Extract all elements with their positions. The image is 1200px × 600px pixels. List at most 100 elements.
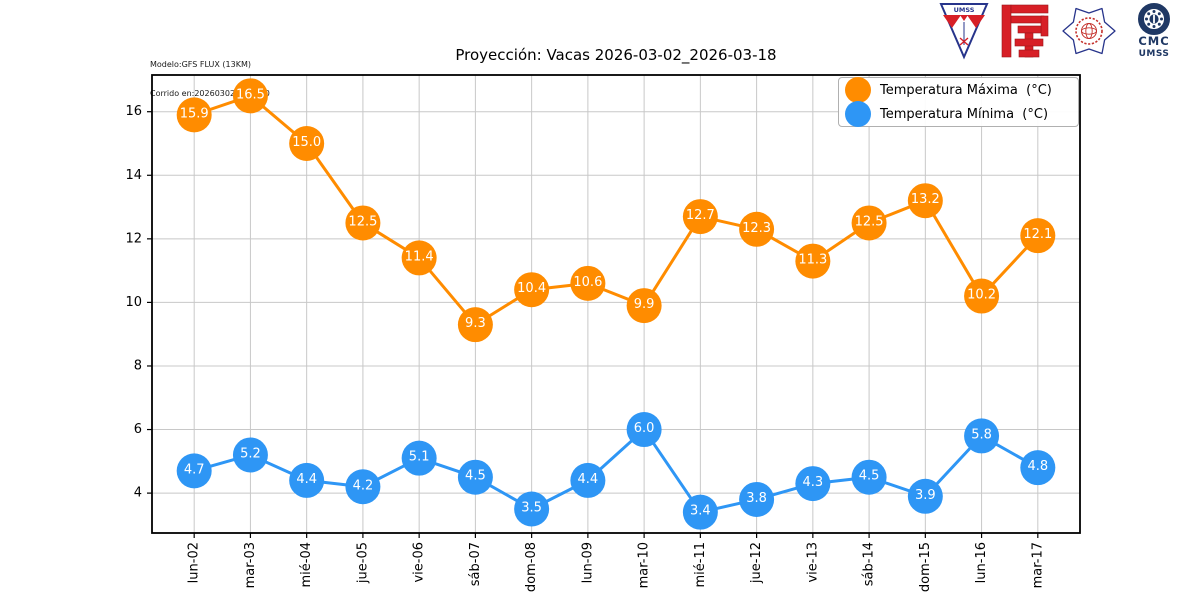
data-point-marker: [1020, 218, 1056, 254]
data-point-marker: [851, 205, 887, 241]
chart-title: Proyección: Vacas 2026-03-02_2026-03-18: [455, 46, 777, 64]
y-tick-label: 10: [125, 295, 142, 310]
data-point-marker: [964, 278, 1000, 314]
data-point-label: 4.7: [184, 462, 205, 477]
data-point-label: 12.5: [855, 214, 884, 229]
x-tick-label: vie-06: [412, 542, 427, 583]
data-point-marker: [176, 97, 212, 133]
data-point-marker: [739, 481, 775, 517]
data-point-label: 5.8: [971, 427, 992, 442]
axes: 4 6 8 10 12 14 16 lun-02 mar-03 mié-04 jue-05 vie-0…: [125, 104, 1045, 592]
model-line: Modelo:GFS FLUX (13KM): [150, 60, 251, 69]
data-point-marker: [345, 205, 381, 241]
y-tick-label: 6: [134, 422, 142, 437]
data-point-label: 4.3: [803, 475, 824, 490]
series-line: [193, 428, 1039, 514]
x-tick-label: jue-05: [355, 542, 370, 584]
data-point-marker: [626, 412, 662, 448]
data-point-label: 3.5: [521, 501, 542, 516]
series-line: [193, 94, 1039, 327]
data-point-label: 10.6: [573, 275, 602, 290]
x-tick-label: mar-10: [637, 542, 652, 588]
data-point-marker: [739, 211, 775, 247]
legend-minima-label: Temperatura Mínima (°C): [880, 106, 1049, 122]
data-point-label: 5.2: [240, 446, 261, 461]
y-tick-label: 14: [125, 168, 142, 183]
cmc-logo-text: CMC: [1138, 34, 1169, 48]
data-point-label: 3.4: [690, 504, 711, 519]
data-point-label: 10.2: [967, 288, 996, 303]
legend-entry-minima: Temperatura Mínima (°C): [845, 101, 1072, 127]
plot-border: [151, 74, 1081, 534]
data-point-label: 12.7: [686, 208, 715, 223]
data-point-marker: [289, 462, 325, 498]
data-point-marker: [514, 272, 550, 308]
x-tick-label: mar-03: [243, 542, 258, 588]
x-tick-label: mar-17: [1030, 542, 1045, 588]
data-point-marker: [682, 199, 718, 235]
x-tick-label: sáb-07: [468, 542, 483, 586]
data-point-marker: [682, 494, 718, 530]
data-point-marker: [232, 78, 268, 114]
data-point-label: 15.0: [292, 135, 321, 150]
data-point-marker: [570, 462, 606, 498]
data-point-label: 4.8: [1027, 459, 1048, 474]
data-point-marker: [401, 240, 437, 276]
x-tick-label: dom-15: [918, 542, 933, 592]
data-point-marker: [964, 418, 1000, 454]
x-tick-label: lun-09: [580, 542, 595, 583]
data-point-label: 9.9: [634, 297, 655, 312]
data-point-label: 12.5: [348, 214, 377, 229]
x-tick-label: lun-16: [974, 542, 989, 583]
data-point-label: 15.9: [180, 106, 209, 121]
fcyt-logo-icon: [1001, 4, 1049, 58]
x-tick-label: lun-02: [187, 542, 202, 583]
fisica-seal-logo-icon: [1062, 7, 1116, 55]
legend-maxima-marker-icon: [845, 77, 871, 103]
cmc-logo-subtext: UMSS: [1139, 49, 1170, 59]
x-tick-label: dom-08: [524, 542, 539, 592]
data-point-marker: [514, 491, 550, 527]
y-tick-label: 4: [134, 486, 142, 501]
data-point-label: 12.3: [742, 221, 771, 236]
data-point-label: 4.4: [578, 472, 599, 487]
logo-bar: UMSS: [938, 2, 1182, 60]
data-point-label: 16.5: [236, 87, 265, 102]
data-point-marker: [345, 469, 381, 505]
umss-pennant-logo-icon: UMSS: [939, 3, 989, 60]
series-temperatura-minima: 4.7 5.2 4.4 4.2 5.1 4.5 3.5 4.4 6.0 3.4 3.8 4.3 4.5 3…: [176, 412, 1056, 530]
data-point-label: 4.4: [296, 472, 317, 487]
data-point-label: 3.9: [915, 488, 936, 503]
data-point-label: 11.3: [798, 253, 827, 268]
data-point-marker: [401, 440, 437, 476]
data-point-label: 11.4: [405, 249, 434, 264]
data-point-marker: [232, 437, 268, 473]
y-tick-label: 12: [125, 231, 142, 246]
data-point-marker: [570, 265, 606, 301]
data-point-marker: [457, 459, 493, 495]
data-point-label: 12.1: [1023, 227, 1052, 242]
x-tick-label: mié-11: [693, 542, 708, 588]
data-point-marker: [907, 478, 943, 514]
data-point-label: 6.0: [634, 421, 655, 436]
data-point-marker: [795, 243, 831, 279]
data-point-label: 9.3: [465, 316, 486, 331]
data-point-marker: [457, 307, 493, 343]
data-point-label: 4.5: [465, 469, 486, 484]
legend-minima-marker-icon: [845, 101, 871, 127]
x-tick-label: mié-04: [299, 542, 314, 588]
x-tick-label: sáb-14: [862, 542, 877, 586]
data-point-marker: [795, 466, 831, 502]
data-point-label: 10.4: [517, 281, 546, 296]
data-point-marker: [289, 125, 325, 161]
data-point-label: 13.2: [911, 192, 940, 207]
data-point-marker: [626, 288, 662, 324]
y-tick-label: 8: [134, 358, 142, 373]
data-point-label: 4.2: [353, 478, 374, 493]
data-point-marker: [851, 459, 887, 495]
y-tick-label: 16: [125, 104, 142, 119]
x-tick-label: jue-12: [749, 542, 764, 584]
series-temperatura-maxima: 15.9 16.5 15.0 12.5 11.4 9.3 10.4 10.6 9.9 12.7 12…: [176, 78, 1056, 343]
data-point-marker: [176, 453, 212, 489]
